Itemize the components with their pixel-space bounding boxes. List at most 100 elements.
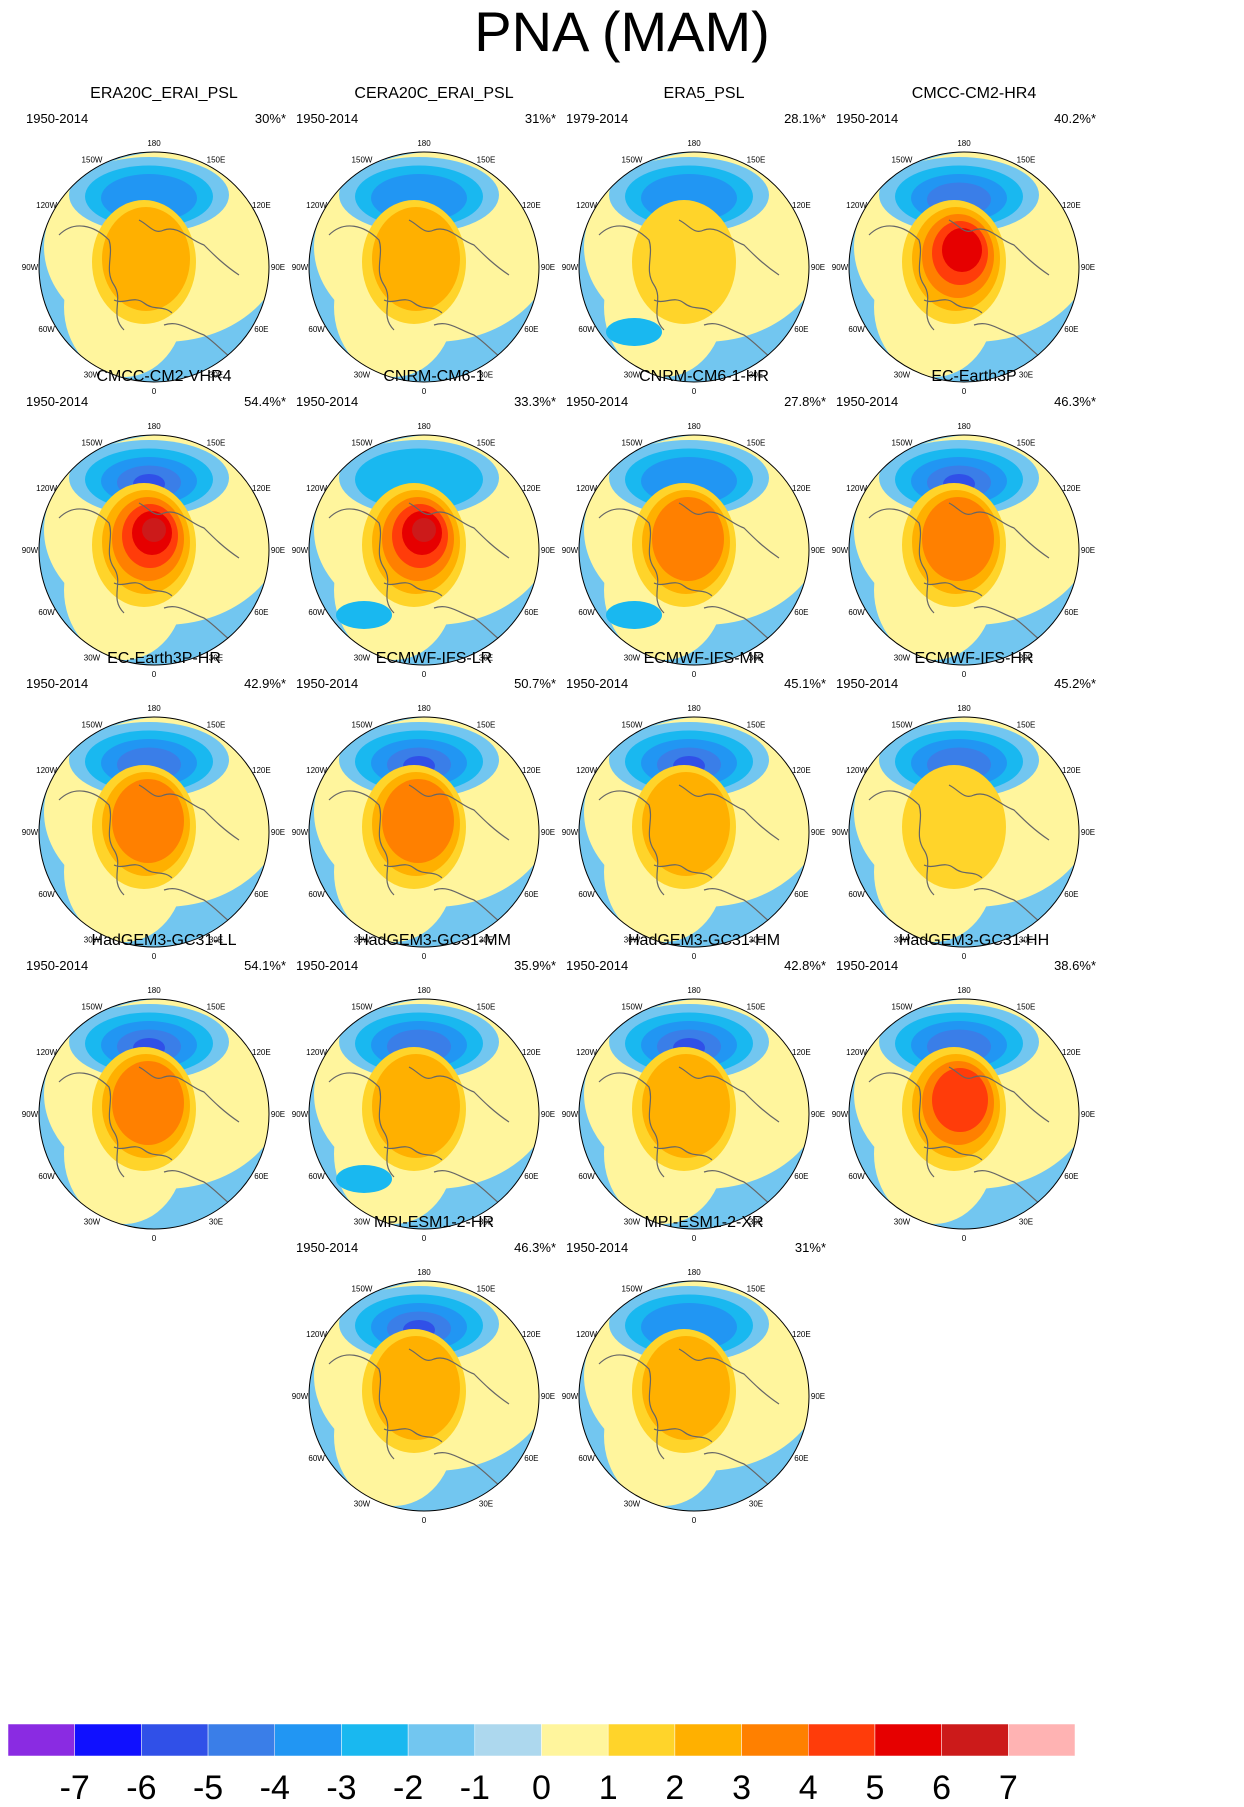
colorbar-swatch: [808, 1724, 876, 1757]
panel-years: 1950-2014: [566, 1240, 629, 1255]
longitude-label: 120W: [36, 766, 57, 775]
longitude-label: 90E: [541, 263, 555, 272]
longitude-label: 30W: [84, 1217, 101, 1226]
panel-years: 1979-2014: [566, 111, 629, 126]
longitude-label: 120E: [252, 201, 271, 210]
longitude-label: 90E: [1081, 828, 1095, 837]
longitude-label: 90W: [22, 263, 39, 272]
map-border: [848, 151, 1080, 383]
panel-title: HadGEM3-GC31-LL: [91, 932, 237, 949]
coastline: [58, 502, 245, 649]
longitude-label: 180: [147, 139, 161, 148]
polar-map: 180 150E 120E 90E 60E 30E 0 30W 60W 90W 120W 150W: [292, 704, 555, 960]
map-panel: HadGEM3-GC31-LL 1950-2014 54.1%* 180 150E 120…: [14, 932, 314, 1242]
panel-years: 1950-2014: [26, 111, 89, 126]
longitude-label: 60E: [524, 890, 538, 899]
longitude-label: 90W: [292, 1392, 309, 1401]
panel-years: 1950-2014: [836, 394, 899, 409]
coastline: [328, 1066, 515, 1213]
longitude-label: 90E: [271, 828, 285, 837]
coastline: [58, 784, 245, 931]
longitude-label: 30E: [209, 653, 223, 662]
longitude-label: 120E: [1062, 766, 1081, 775]
map-panel: CNRM-CM6-1-HR 1950-2014 27.8%* 180 150E 120E 9…: [554, 368, 854, 678]
longitude-label: 90E: [271, 1110, 285, 1119]
longitude-label: 90E: [811, 546, 825, 555]
polar-map: 180 150E 120E 90E 60E 30E 0 30W 60W 90W 120W 150W: [562, 986, 825, 1242]
longitude-label: 90W: [832, 546, 849, 555]
longitude-label: 90W: [292, 1110, 309, 1119]
positive-contour: [932, 1068, 988, 1132]
map-panel: CERA20C_ERAI_PSL 1950-2014 31%* 180 150E 120E…: [284, 85, 584, 395]
map-panel: ERA20C_ERAI_PSL 1950-2014 30%* 180 150E 120E 9…: [14, 85, 314, 395]
map-panel: CMCC-CM2-VHR4 1950-2014 54.4%* 180 150E 120E 9…: [14, 368, 314, 678]
map-border: [578, 998, 810, 1230]
longitude-label: 60W: [38, 1172, 55, 1181]
map-panel: MPI-ESM1-2-HR 1950-2014 46.3%* 180 150E 120E 9…: [284, 1214, 584, 1524]
map-panel: CMCC-CM2-HR4 1950-2014 40.2%* 180 150E 120E 90…: [824, 85, 1124, 395]
longitude-label: 0: [962, 952, 967, 960]
panel-title: CMCC-CM2-VHR4: [96, 368, 232, 385]
longitude-label: 0: [962, 387, 967, 395]
longitude-label: 30E: [749, 653, 763, 662]
colorbar-swatch: [274, 1724, 342, 1757]
longitude-label: 60E: [1064, 1172, 1078, 1181]
longitude-label: 120W: [36, 484, 57, 493]
map-panel: ERA5_PSL 1979-2014 28.1%* 180 150E 120E 90E 60E…: [554, 85, 854, 395]
panel-variance-percent: 46.3%*: [514, 1240, 556, 1255]
longitude-label: 90E: [811, 1392, 825, 1401]
longitude-label: 0: [692, 1234, 697, 1242]
panel-title: HadGEM3-GC31-HM: [627, 932, 781, 949]
coastline: [328, 1348, 515, 1495]
map-panel: HadGEM3-GC31-HH 1950-2014 38.6%* 180 150E 120…: [824, 932, 1124, 1242]
longitude-label: 150E: [747, 156, 766, 165]
positive-contour: [902, 765, 1006, 889]
longitude-label: 150E: [477, 1003, 496, 1012]
longitude-label: 150W: [82, 721, 103, 730]
longitude-label: 90E: [1081, 263, 1095, 272]
map-panel: ECMWF-IFS-MR 1950-2014 45.1%* 180 150E 120E 90…: [554, 650, 854, 960]
colorbar-swatch: [407, 1724, 476, 1757]
longitude-label: 150E: [477, 1285, 496, 1294]
longitude-label: 150E: [747, 1003, 766, 1012]
longitude-label: 60E: [254, 325, 268, 334]
longitude-label: 30W: [894, 370, 911, 379]
panel-variance-percent: 46.3%*: [1054, 394, 1096, 409]
longitude-label: 150W: [622, 721, 643, 730]
negative-contour: [336, 601, 392, 629]
map-panel: EC-Earth3P-HR 1950-2014 42.9%* 180 150E 120E 9…: [14, 650, 314, 960]
map-border: [848, 434, 1080, 666]
map-border: [578, 434, 810, 666]
longitude-label: 120E: [1062, 201, 1081, 210]
positive-contour: [102, 207, 190, 311]
longitude-label: 120E: [252, 766, 271, 775]
longitude-label: 90W: [292, 546, 309, 555]
longitude-label: 90W: [562, 263, 579, 272]
longitude-label: 60W: [578, 1454, 595, 1463]
longitude-label: 90E: [811, 1110, 825, 1119]
map-border: [38, 151, 270, 383]
longitude-label: 90E: [811, 828, 825, 837]
map-border: [38, 716, 270, 948]
colorbar-swatch: [941, 1724, 1009, 1757]
polar-map: 180 150E 120E 90E 60E 30E 0 30W 60W 90W 120W 150W: [292, 1268, 555, 1524]
panel-variance-percent: 45.1%*: [784, 676, 826, 691]
longitude-label: 180: [417, 986, 431, 995]
colorbar-tick-label: -7: [59, 1769, 90, 1807]
longitude-label: 30E: [479, 935, 493, 944]
polar-map: 180 150E 120E 90E 60E 30E 0 30W 60W 90W 120W 150W: [292, 986, 555, 1242]
colorbar-swatch: [141, 1724, 209, 1757]
longitude-label: 30E: [209, 935, 223, 944]
coastline: [328, 784, 515, 931]
longitude-label: 120W: [36, 201, 57, 210]
longitude-label: 30W: [894, 1217, 911, 1226]
longitude-label: 150W: [352, 1285, 373, 1294]
positive-contour: [372, 1054, 460, 1158]
panel-years: 1950-2014: [296, 958, 359, 973]
longitude-label: 30E: [1019, 370, 1033, 379]
panel-title: ERA20C_ERAI_PSL: [90, 85, 238, 102]
panel-variance-percent: 45.2%*: [1054, 676, 1096, 691]
map-panel: EC-Earth3P 1950-2014 46.3%* 180 150E 120E 90E 6…: [824, 368, 1124, 678]
longitude-label: 120E: [522, 1330, 541, 1339]
longitude-label: 150W: [892, 439, 913, 448]
